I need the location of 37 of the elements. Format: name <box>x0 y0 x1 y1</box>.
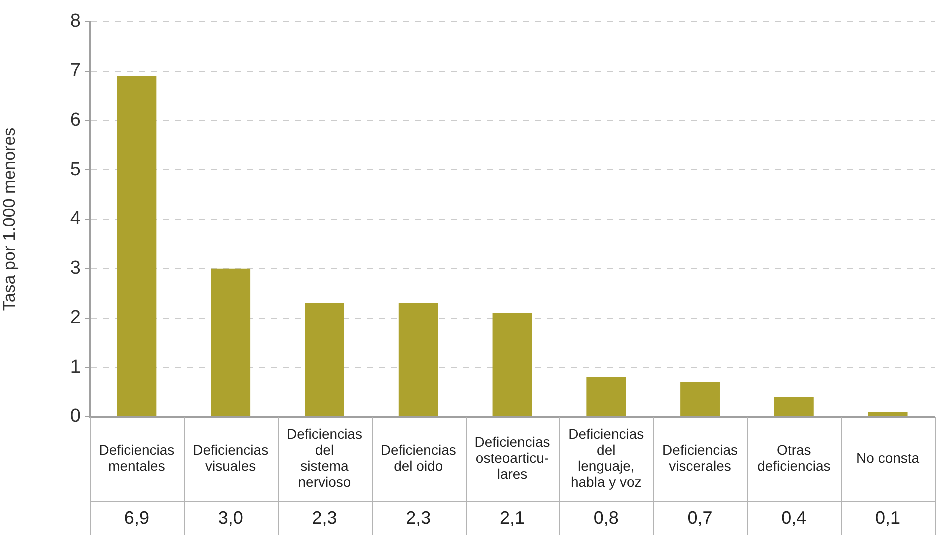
data-label: 0,1 <box>876 508 901 528</box>
y-tick-label: 8 <box>70 11 81 32</box>
data-label: 0,7 <box>688 508 713 528</box>
x-tick-label: Otras deficiencias <box>758 442 831 474</box>
y-tick-label: 5 <box>70 159 81 180</box>
x-tick-label: Deficiencias osteoarticu- lares <box>474 434 550 482</box>
y-tick-label: 4 <box>70 208 82 230</box>
x-tick-label: Deficiencias mentales <box>99 442 175 474</box>
data-label: 2,1 <box>500 508 526 528</box>
bar <box>868 412 908 416</box>
y-tick-label: 3 <box>70 258 81 280</box>
x-tick-label: Deficiencias visuales <box>193 442 269 474</box>
bar <box>211 268 251 416</box>
bar <box>492 313 532 416</box>
data-label: 0,8 <box>594 508 619 528</box>
bar <box>774 397 814 416</box>
bar <box>680 382 720 416</box>
data-label: 2,3 <box>406 508 432 528</box>
y-tick-label: 7 <box>70 60 81 82</box>
y-tick-label: 1 <box>70 356 81 378</box>
bar <box>117 76 157 416</box>
y-axis-title: Tasa por 1.000 menores <box>0 128 19 312</box>
data-label: 2,3 <box>312 508 338 528</box>
data-label: 3,0 <box>218 508 244 528</box>
x-tick-label: Deficiencias del lenguaje, habla y voz <box>568 426 644 490</box>
bar <box>398 303 438 416</box>
bar <box>586 378 626 416</box>
y-tick-label: 2 <box>70 307 81 328</box>
data-label: 0,4 <box>782 508 807 528</box>
bar <box>305 303 344 416</box>
x-tick-label: Deficiencias del oido <box>380 442 456 474</box>
y-tick-label: 0 <box>70 406 81 428</box>
x-tick-label: No consta <box>856 450 920 466</box>
x-tick-label: Deficiencias del sistema nervioso <box>286 426 362 490</box>
data-label: 6,9 <box>124 508 150 528</box>
x-tick-label: Deficiencias viscerales <box>662 442 738 474</box>
y-tick-label: 6 <box>70 110 81 131</box>
